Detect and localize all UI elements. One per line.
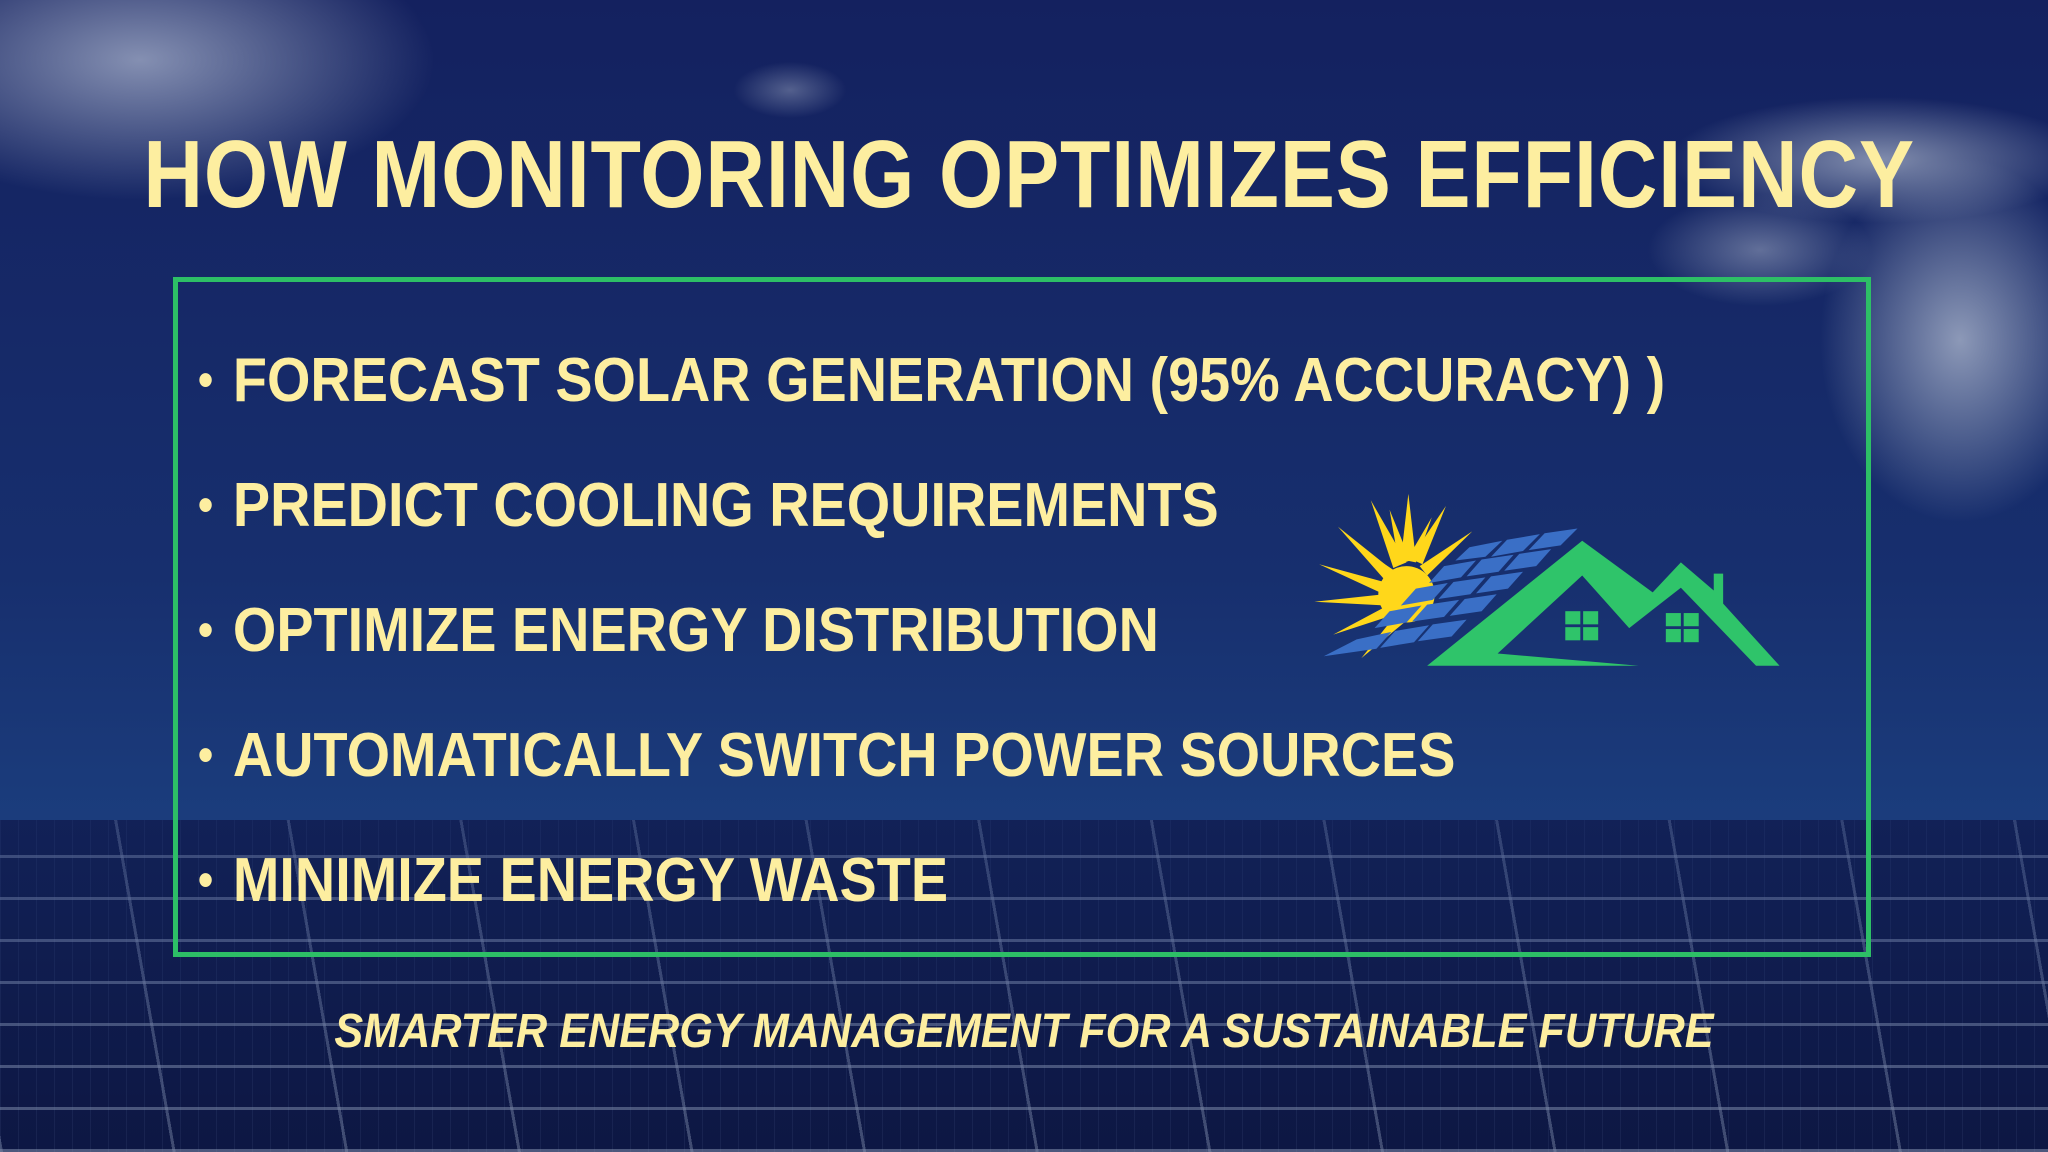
bullet-box-frame: [173, 277, 1871, 957]
bullet-item: • PREDICT COOLING REQUIREMENTS: [198, 443, 1665, 568]
bullet-marker: •: [198, 854, 214, 907]
solar-panel-icon: [1323, 528, 1578, 657]
bullet-marker: •: [198, 479, 214, 532]
bullet-text: OPTIMIZE ENERGY DISTRIBUTION: [232, 596, 1159, 665]
bullet-text: PREDICT COOLING REQUIREMENTS: [232, 471, 1219, 540]
bullet-marker: •: [198, 729, 214, 782]
bullet-marker: •: [198, 354, 214, 407]
bullet-text: MINIMIZE ENERGY WASTE: [232, 846, 949, 915]
bullet-item: • FORECAST SOLAR GENERATION (95% ACCURAC…: [198, 318, 1665, 443]
slide-tagline: SMARTER ENERGY MANAGEMENT FOR A SUSTAINA…: [334, 1005, 1714, 1058]
bullet-text: AUTOMATICALLY SWITCH POWER SOURCES: [232, 721, 1456, 790]
solar-house-logo-icon: [1314, 493, 1780, 666]
bullet-item: • AUTOMATICALLY SWITCH POWER SOURCES: [198, 693, 1665, 818]
slide-title: HOW MONITORING OPTIMIZES EFFICIENCY: [143, 121, 1915, 228]
bullet-text: FORECAST SOLAR GENERATION (95% ACCURACY)…: [232, 346, 1666, 415]
bullet-marker: •: [198, 604, 214, 657]
house-icon: [1427, 540, 1780, 666]
bullet-item: • MINIMIZE ENERGY WASTE: [198, 818, 1665, 943]
solar-panels-background: [0, 820, 2048, 1152]
bullet-item: • OPTIMIZE ENERGY DISTRIBUTION: [198, 568, 1665, 693]
bullet-list: • FORECAST SOLAR GENERATION (95% ACCURAC…: [198, 318, 1828, 943]
